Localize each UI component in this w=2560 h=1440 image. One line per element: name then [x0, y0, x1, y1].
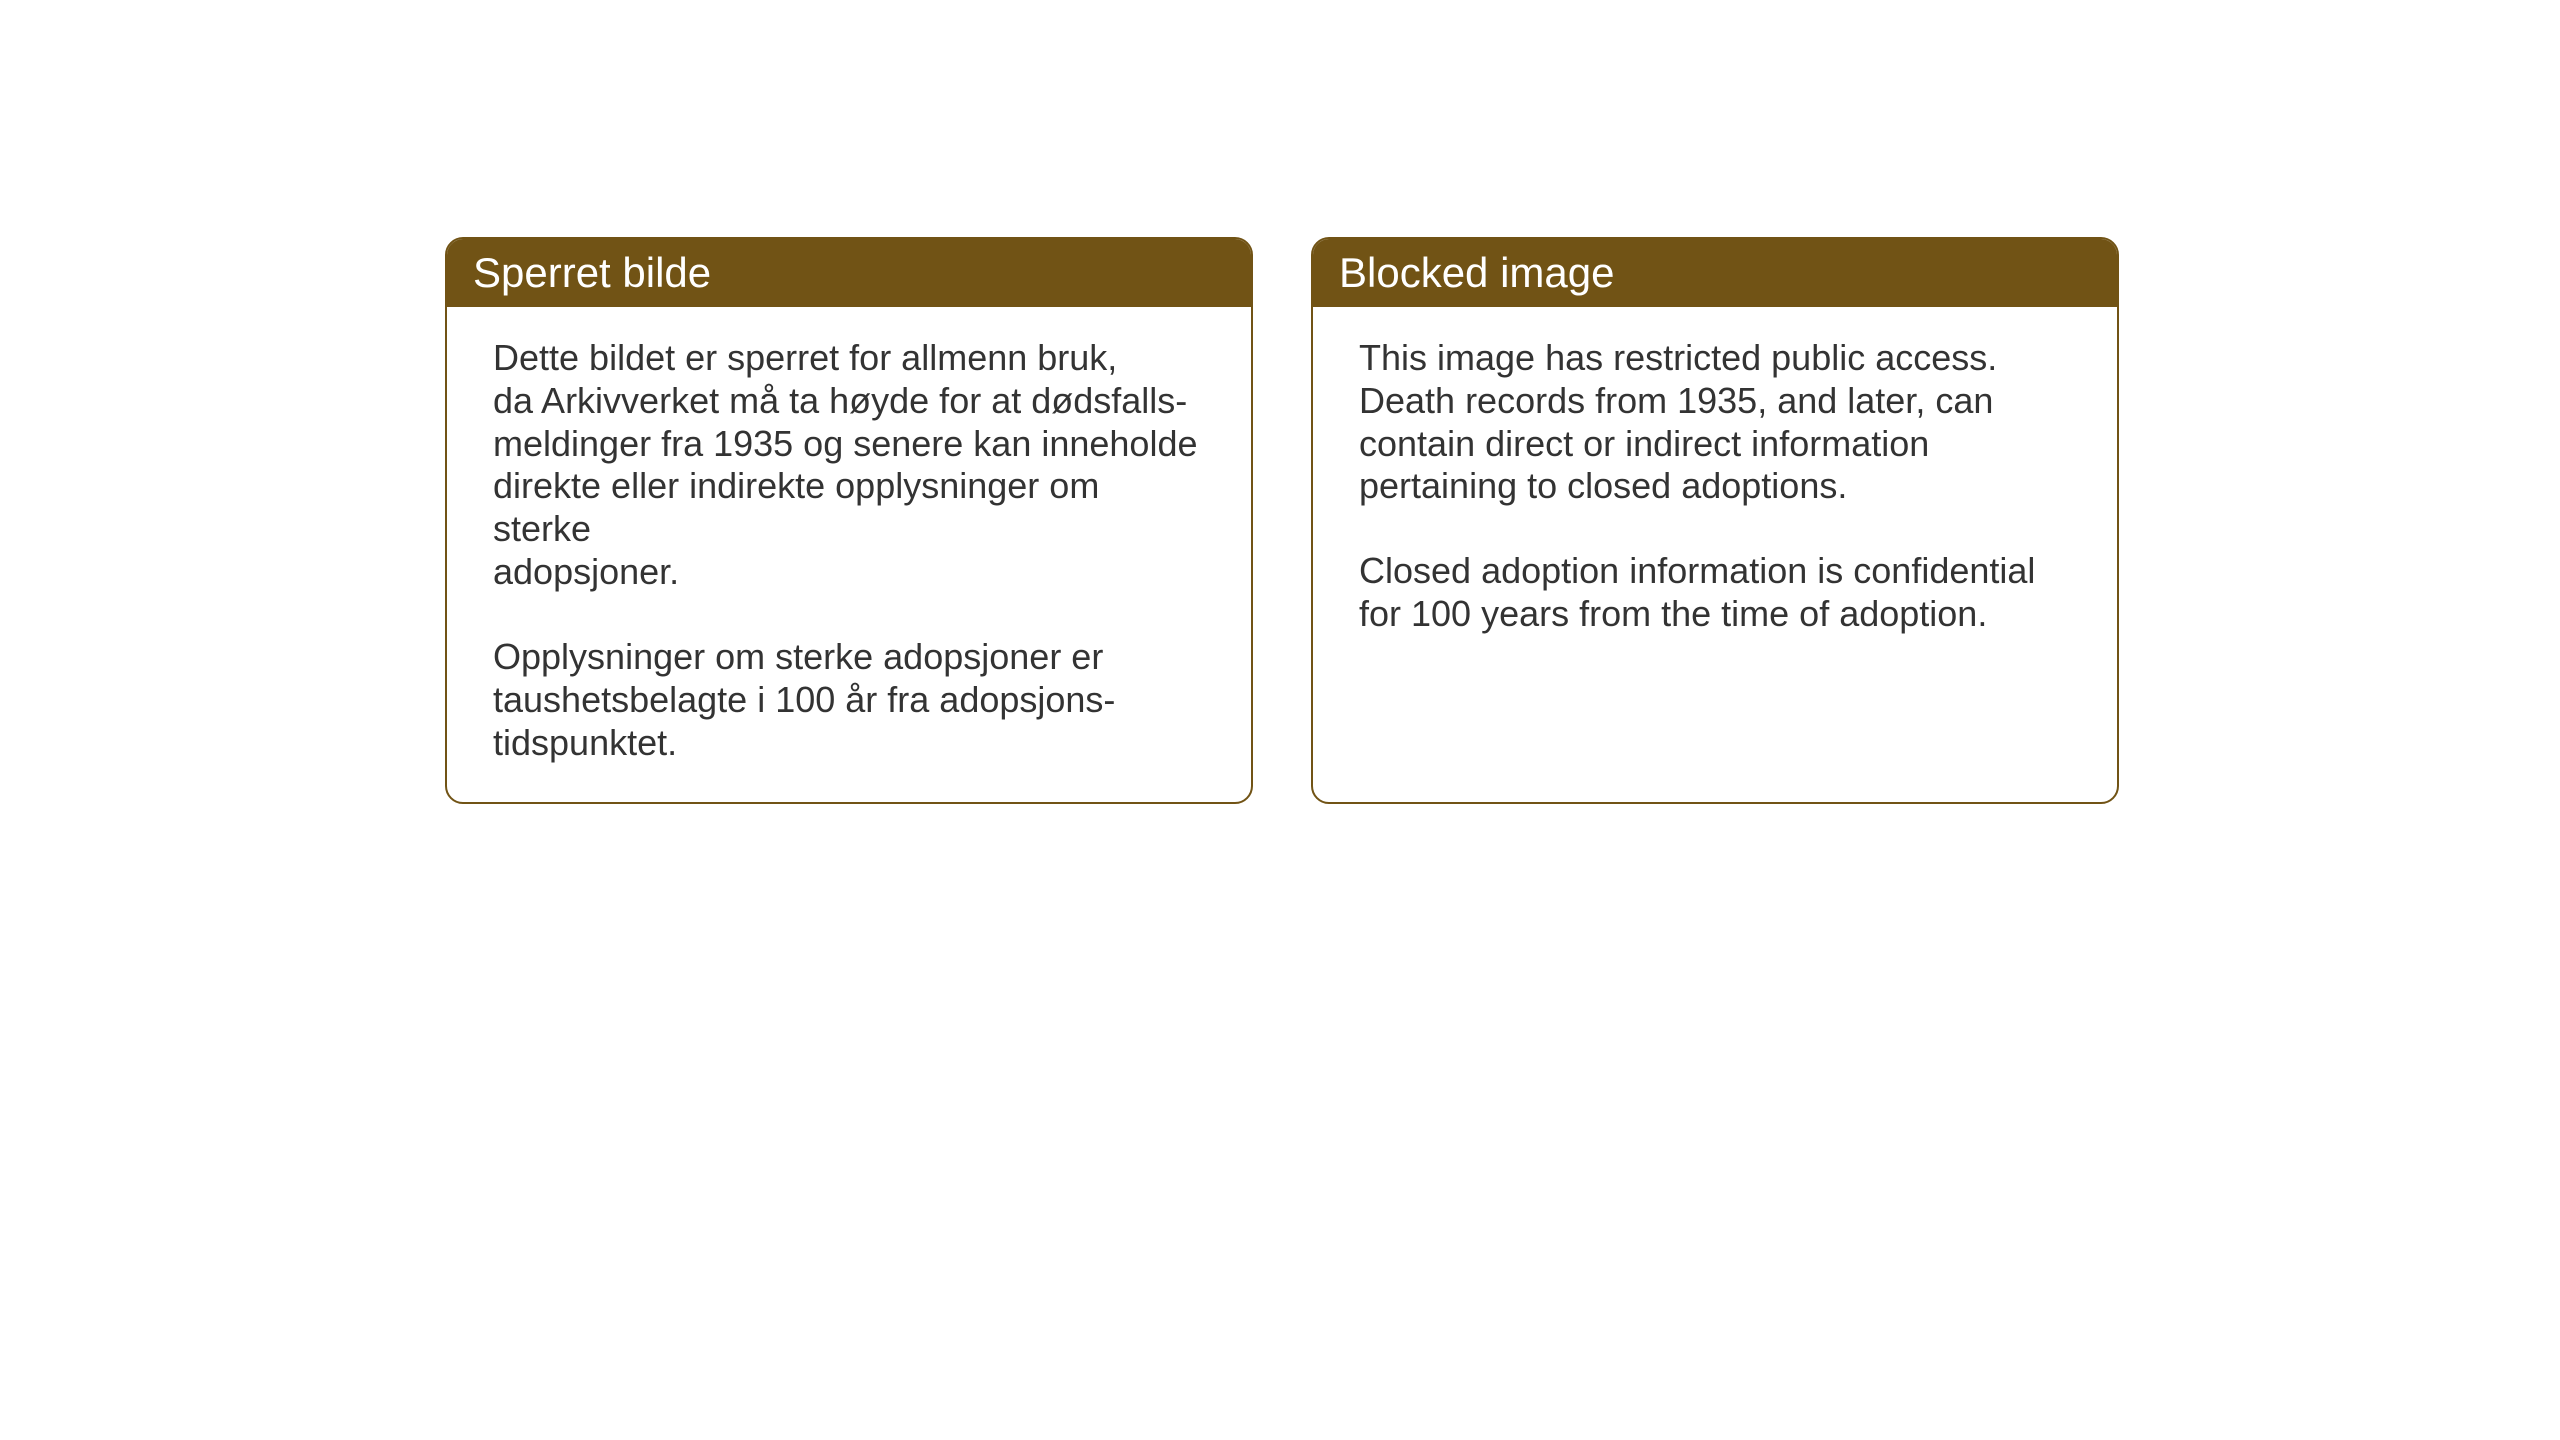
text-line: pertaining to closed adoptions. [1359, 465, 1847, 506]
text-line: Dette bildet er sperret for allmenn bruk… [493, 337, 1117, 378]
english-card-title: Blocked image [1313, 239, 2117, 307]
text-line: direkte eller indirekte opplysninger om … [493, 465, 1099, 549]
text-line: adopsjoner. [493, 551, 679, 592]
text-line: This image has restricted public access. [1359, 337, 1997, 378]
text-line: Closed adoption information is confident… [1359, 550, 2035, 591]
text-line: tidspunktet. [493, 722, 677, 763]
norwegian-paragraph-1: Dette bildet er sperret for allmenn bruk… [493, 337, 1205, 594]
english-paragraph-2: Closed adoption information is confident… [1359, 550, 2071, 636]
text-line: Opplysninger om sterke adopsjoner er [493, 636, 1103, 677]
norwegian-card-body: Dette bildet er sperret for allmenn bruk… [447, 307, 1251, 802]
norwegian-card-title: Sperret bilde [447, 239, 1251, 307]
text-line: Death records from 1935, and later, can [1359, 380, 1993, 421]
text-line: taushetsbelagte i 100 år fra adopsjons- [493, 679, 1115, 720]
english-paragraph-1: This image has restricted public access.… [1359, 337, 2071, 508]
english-notice-card: Blocked image This image has restricted … [1311, 237, 2119, 804]
text-line: for 100 years from the time of adoption. [1359, 593, 1987, 634]
notice-container: Sperret bilde Dette bildet er sperret fo… [445, 237, 2119, 804]
text-line: meldinger fra 1935 og senere kan innehol… [493, 423, 1198, 464]
english-card-body: This image has restricted public access.… [1313, 307, 2117, 674]
text-line: da Arkivverket må ta høyde for at dødsfa… [493, 380, 1187, 421]
norwegian-paragraph-2: Opplysninger om sterke adopsjoner er tau… [493, 636, 1205, 764]
norwegian-notice-card: Sperret bilde Dette bildet er sperret fo… [445, 237, 1253, 804]
text-line: contain direct or indirect information [1359, 423, 1929, 464]
